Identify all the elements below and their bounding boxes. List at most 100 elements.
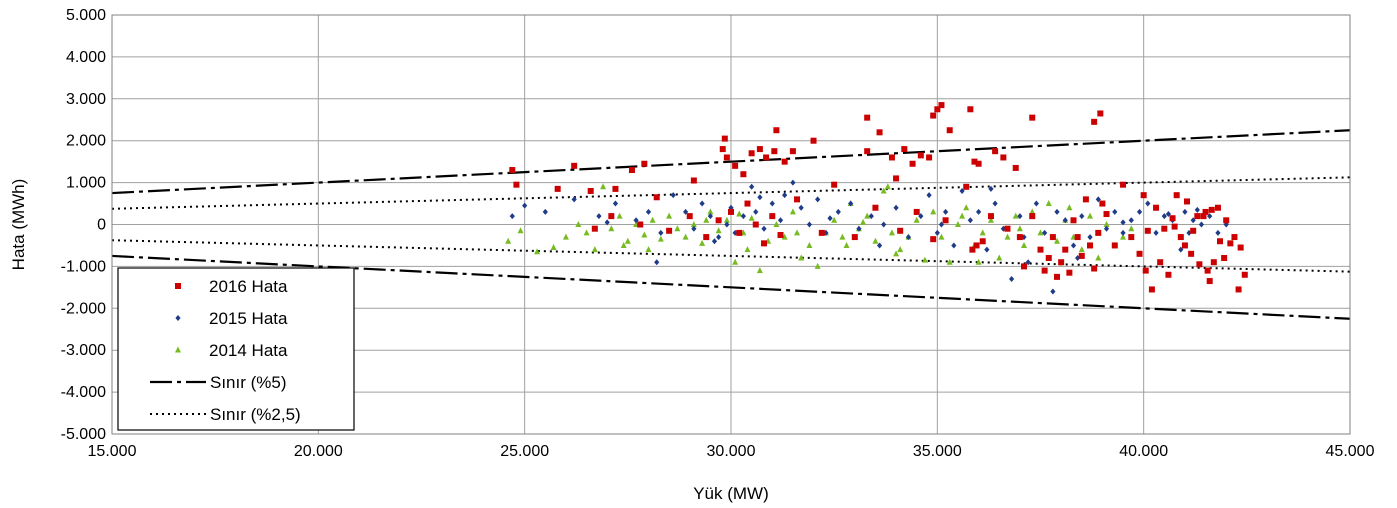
point-s2016 — [1136, 250, 1143, 257]
point-s2015 — [881, 221, 887, 228]
point-s2014 — [839, 233, 846, 240]
point-s2016 — [1196, 261, 1203, 268]
x-axis-ticks: 15.000 20.000 25.000 30.000 35.000 40.000 45.0… — [88, 443, 1375, 460]
point-s2015 — [654, 259, 660, 266]
point-s2016 — [1237, 244, 1244, 251]
point-s2016 — [1140, 192, 1147, 199]
point-s2015 — [951, 242, 957, 249]
point-s2016 — [1142, 267, 1149, 274]
point-s2016 — [723, 154, 730, 161]
point-s2016 — [1091, 265, 1098, 272]
point-s2014 — [1037, 229, 1044, 236]
point-s2016 — [1095, 229, 1102, 236]
legend-label-s2015: 2015 Hata — [209, 309, 288, 328]
point-s2016 — [761, 240, 768, 247]
point-s2015 — [1128, 217, 1134, 224]
point-s2016 — [1074, 234, 1081, 241]
point-s2016 — [1221, 255, 1228, 262]
point-s2016 — [1097, 110, 1104, 117]
point-s2015 — [942, 208, 949, 215]
point-s2014 — [864, 212, 871, 219]
point-s2016 — [1091, 118, 1098, 125]
point-s2014 — [703, 216, 710, 223]
point-s2016 — [1194, 213, 1201, 220]
point-s2016 — [897, 227, 904, 234]
point-s2014 — [996, 254, 1003, 261]
point-s2016 — [1188, 250, 1195, 257]
point-s2016 — [831, 181, 838, 188]
point-s2015 — [1050, 288, 1056, 295]
y-tick-label: -1.000 — [61, 258, 106, 275]
point-s2015 — [699, 200, 705, 207]
point-s2014 — [781, 233, 788, 240]
point-s2014 — [893, 250, 900, 257]
legend-label-s2014: 2014 Hata — [209, 341, 288, 360]
point-s2016 — [1190, 227, 1197, 234]
point-s2015 — [1112, 208, 1118, 215]
legend-label-lim5: Sınır (%5) — [210, 373, 287, 392]
point-s2016 — [975, 160, 982, 167]
point-s2016 — [934, 106, 941, 113]
point-s2016 — [715, 217, 722, 224]
point-s2016 — [703, 234, 710, 241]
point-s2016 — [1227, 240, 1234, 247]
point-s2016 — [1208, 206, 1215, 213]
x-tick-label: 25.000 — [500, 443, 549, 460]
point-s2015 — [1194, 206, 1200, 213]
point-s2016 — [1161, 225, 1168, 232]
point-s2015 — [1161, 213, 1167, 220]
point-s2014 — [987, 216, 994, 223]
point-s2015 — [670, 192, 676, 199]
point-s2015 — [645, 208, 652, 215]
point-s2016 — [1217, 238, 1224, 245]
point-s2016 — [732, 162, 739, 169]
y-tick-label: -2.000 — [61, 300, 106, 317]
point-s2014 — [1128, 225, 1135, 232]
point-s2016 — [612, 185, 619, 192]
point-s2016 — [1235, 286, 1242, 293]
point-s2014 — [897, 246, 904, 253]
point-s2015 — [1120, 229, 1126, 236]
point-s2014 — [798, 254, 805, 261]
point-s2016 — [810, 137, 817, 144]
point-s2016 — [781, 158, 788, 165]
point-s2016 — [690, 177, 697, 184]
x-tick-label: 45.000 — [1326, 443, 1375, 460]
point-s2016 — [1041, 267, 1048, 274]
point-s2016 — [851, 234, 858, 241]
point-s2016 — [773, 127, 780, 134]
point-s2014 — [954, 221, 961, 227]
point-s2016 — [513, 181, 520, 188]
point-s2015 — [732, 229, 738, 236]
point-s2016 — [1165, 271, 1172, 278]
point-s2014 — [641, 231, 648, 238]
legend-box — [117, 267, 355, 431]
point-s2016 — [587, 187, 594, 194]
point-s2014 — [1054, 237, 1061, 244]
point-s2014 — [1045, 200, 1052, 207]
point-s2016 — [930, 236, 937, 243]
point-s2016 — [893, 175, 900, 182]
point-s2014 — [707, 208, 714, 215]
point-s2014 — [843, 241, 850, 248]
point-s2015 — [1009, 275, 1015, 282]
point-s2014 — [583, 229, 590, 236]
point-s2016 — [554, 185, 561, 192]
point-s2016 — [938, 102, 945, 109]
point-s2014 — [930, 208, 937, 215]
point-s2016 — [1173, 192, 1180, 199]
point-s2016 — [1020, 263, 1027, 270]
point-s2015 — [1042, 229, 1048, 236]
x-tick-label: 20.000 — [294, 443, 343, 460]
point-s2016 — [1058, 259, 1065, 266]
point-s2014 — [1120, 233, 1127, 240]
point-s2016 — [1066, 269, 1073, 276]
point-s2014 — [921, 256, 928, 263]
point-s2015 — [604, 219, 610, 226]
point-s2015 — [798, 204, 804, 211]
point-s2015 — [893, 204, 899, 211]
point-s2014 — [1016, 225, 1023, 232]
point-s2016 — [763, 154, 770, 161]
point-s2016 — [913, 208, 920, 215]
point-s2016 — [963, 183, 970, 190]
